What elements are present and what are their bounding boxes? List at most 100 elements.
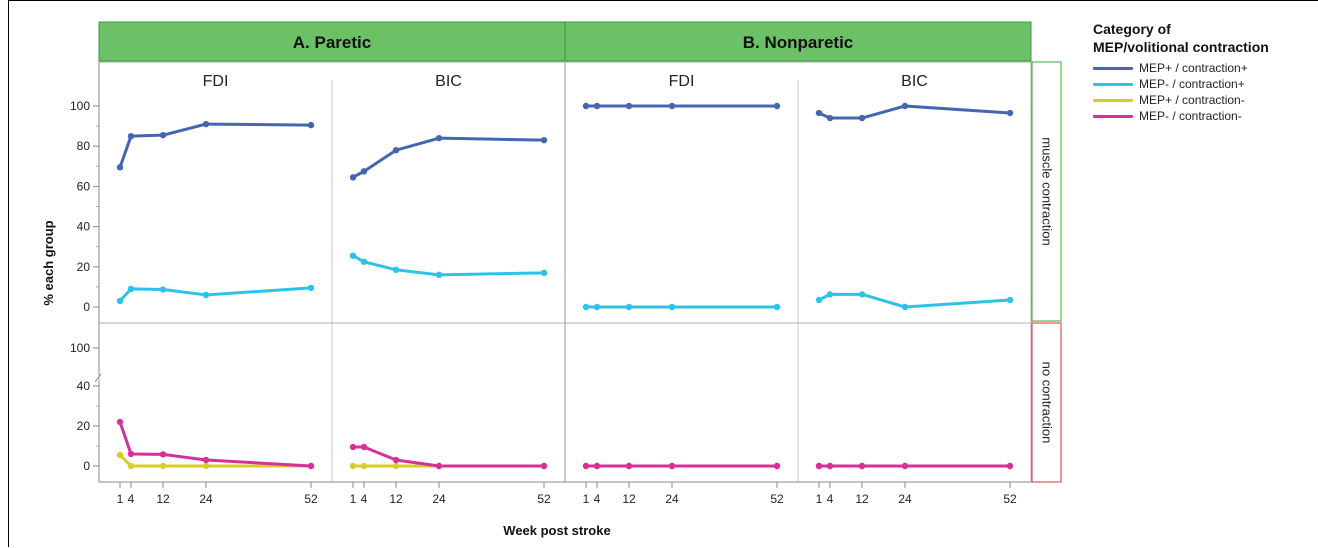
- legend-label: MEP- / contraction+: [1139, 77, 1245, 91]
- data-point: [116, 297, 124, 305]
- data-point: [668, 303, 676, 311]
- y-tick-label: 60: [77, 179, 91, 193]
- x-tick-label: 52: [1003, 492, 1017, 506]
- data-point: [116, 451, 124, 459]
- data-point: [625, 102, 633, 110]
- data-point: [815, 296, 823, 304]
- y-tick-label: 40: [77, 220, 91, 234]
- data-point: [540, 136, 548, 144]
- data-point: [360, 168, 368, 175]
- series-line: [353, 445, 544, 468]
- series-line: [818, 292, 1011, 309]
- row-strip-label-contraction: muscle contraction: [1040, 137, 1055, 245]
- muscle-label: FDI: [669, 73, 695, 90]
- data-point: [815, 109, 823, 117]
- data-point: [1006, 109, 1014, 117]
- data-point: [625, 303, 633, 311]
- data-point: [773, 102, 781, 110]
- legend-swatch: [1093, 98, 1133, 102]
- data-point: [159, 131, 167, 139]
- data-point: [1006, 462, 1014, 470]
- data-point: [625, 462, 633, 470]
- y-tick-label: 80: [77, 139, 91, 153]
- x-tick-label: 24: [199, 492, 213, 506]
- muscle-label: BIC: [901, 73, 928, 90]
- data-point: [307, 121, 315, 129]
- data-point: [202, 291, 210, 299]
- legend-swatch: [1093, 66, 1133, 70]
- data-point: [668, 462, 676, 470]
- x-tick-label: 52: [770, 492, 784, 506]
- legend-label: MEP+ / contraction-: [1139, 93, 1245, 107]
- x-tick-label: 12: [389, 492, 403, 506]
- y-tick-label: 0: [83, 459, 90, 473]
- muscle-label: BIC: [435, 73, 462, 90]
- muscle-label: FDI: [203, 73, 229, 90]
- series-line: [352, 254, 545, 277]
- data-point: [773, 462, 781, 470]
- data-point: [392, 462, 400, 470]
- data-point: [127, 132, 135, 140]
- series-line: [352, 136, 545, 179]
- group-header-paretic: [98, 21, 566, 62]
- data-point: [668, 102, 676, 110]
- data-point: [1006, 296, 1014, 304]
- legend-items: MEP+ / contraction+ MEP- / contraction+ ME…: [1093, 60, 1313, 124]
- x-tick-label: 24: [665, 492, 679, 506]
- figure-frame: [8, 0, 1318, 547]
- data-point: [392, 266, 400, 274]
- data-point: [593, 303, 601, 311]
- legend-item: MEP- / contraction-: [1093, 108, 1313, 124]
- data-point: [540, 269, 548, 277]
- data-point: [349, 462, 357, 470]
- data-point: [435, 271, 443, 279]
- legend-item: MEP+ / contraction-: [1093, 92, 1313, 108]
- data-point: [127, 450, 135, 458]
- y-axis-break: [94, 373, 102, 383]
- data-point: [127, 285, 135, 293]
- row-strip-label-no_contraction: no contraction: [1040, 362, 1055, 444]
- y-tick-label: 40: [77, 379, 91, 393]
- data-point: [202, 462, 210, 470]
- data-point: [826, 114, 834, 122]
- y-tick-label: 20: [77, 419, 91, 433]
- data-point: [349, 443, 357, 451]
- data-point: [159, 451, 167, 458]
- legend-item: MEP- / contraction+: [1093, 76, 1313, 92]
- data-point: [815, 462, 823, 470]
- data-point: [435, 462, 443, 470]
- data-point: [593, 462, 601, 470]
- x-tick-label: 1: [350, 492, 357, 506]
- data-point: [159, 462, 167, 470]
- data-point: [773, 303, 781, 311]
- y-tick-label: 100: [70, 99, 90, 113]
- y-tick-label: 20: [77, 260, 91, 274]
- data-point: [307, 284, 315, 292]
- series-line: [118, 122, 312, 168]
- data-point: [582, 102, 590, 110]
- data-point: [360, 462, 368, 470]
- x-axis-title: Week post stroke: [503, 523, 610, 538]
- x-tick-label: 1: [117, 492, 124, 506]
- data-point: [159, 286, 167, 293]
- data-point: [858, 462, 866, 470]
- x-tick-label: 24: [898, 492, 912, 506]
- data-point: [826, 291, 834, 298]
- x-tick-label: 24: [432, 492, 446, 506]
- series-line: [118, 286, 312, 302]
- data-point: [307, 462, 315, 470]
- data-point: [582, 462, 590, 470]
- data-point: [202, 456, 210, 464]
- data-point: [116, 164, 124, 171]
- x-tick-label: 1: [816, 492, 823, 506]
- data-point: [360, 258, 368, 265]
- row-strip-no_contraction: [1031, 322, 1062, 483]
- x-tick-label: 52: [537, 492, 551, 506]
- x-tick-label: 52: [304, 492, 318, 506]
- data-point: [349, 252, 357, 259]
- data-point: [593, 102, 601, 110]
- x-tick-label: 4: [827, 492, 834, 506]
- y-axis-title: % each group: [41, 220, 56, 305]
- data-point: [540, 462, 548, 470]
